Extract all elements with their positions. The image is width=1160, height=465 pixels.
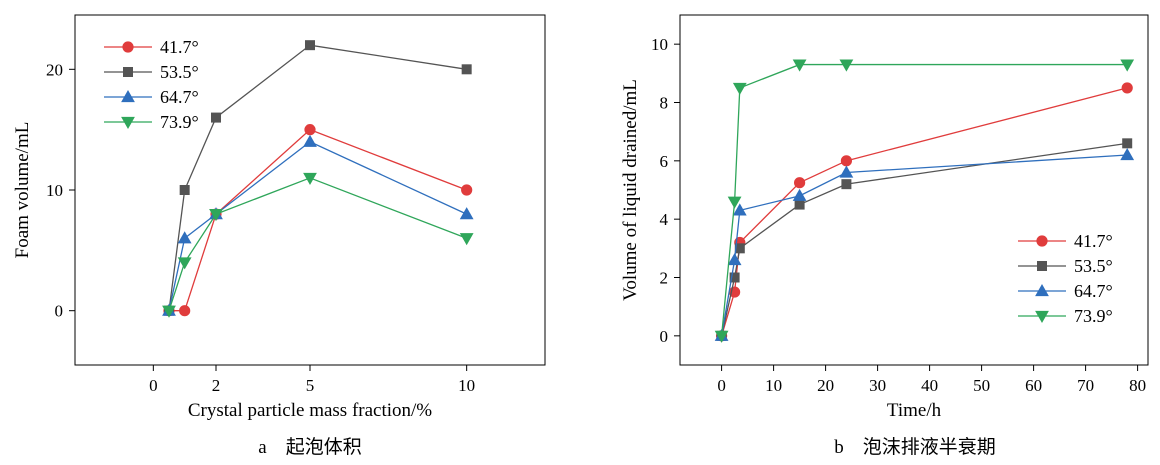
chart-b-series-line xyxy=(720,154,1128,336)
chart-a-y-tick-label: 0 xyxy=(55,302,64,321)
chart-a-series-line xyxy=(168,44,467,311)
chart-a-y-tick-label: 20 xyxy=(46,60,63,79)
chart-a-legend-label: 41.7° xyxy=(160,37,199,57)
chart-b-data-point xyxy=(714,330,729,343)
chart-b-x-tick-label: 70 xyxy=(1077,376,1094,395)
chart-b-y-tick-label: 6 xyxy=(660,152,669,171)
chart-a-legend: 41.7° 53.5° 64.7° 73.9° xyxy=(104,37,199,132)
chart-a-x-tick-label: 0 xyxy=(149,376,158,395)
chart-a-y-tick-label: 10 xyxy=(46,181,63,200)
chart-b-legend-marker xyxy=(1035,283,1049,297)
chart-a-y-axis-title: Foam volume/mL xyxy=(12,122,33,259)
chart-b-x-tick-label: 80 xyxy=(1129,376,1146,395)
chart-a-series-1 xyxy=(163,40,472,316)
chart-a-x-tick-label: 5 xyxy=(306,376,315,395)
chart-b-data-point xyxy=(1120,59,1135,72)
chart-b-x-axis-title: Time/h xyxy=(887,400,942,421)
chart-a-data-point xyxy=(162,305,176,318)
chart-b-data-point xyxy=(841,179,852,190)
chart-b-data-point xyxy=(1122,138,1133,149)
chart-b-caption: b 泡沫排液半衰期 xyxy=(834,436,996,458)
chart-a-x-tick-label: 10 xyxy=(458,376,475,395)
chart-a-data-point xyxy=(177,257,192,270)
chart-b-legend-label: 41.7° xyxy=(1074,231,1113,251)
chart-a-data-point xyxy=(303,134,317,147)
chart-a-data-point xyxy=(304,124,316,136)
chart-a-data-point xyxy=(459,207,474,220)
chart-a-caption: a 起泡体积 xyxy=(258,436,361,458)
chart-b-legend-marker xyxy=(1037,260,1048,271)
chart-b-series-0 xyxy=(715,82,1133,342)
chart-b-legend-label: 73.9° xyxy=(1074,306,1113,326)
chart-a-data-point xyxy=(304,40,315,51)
chart-a-legend-marker xyxy=(122,41,134,53)
chart-a-legend-marker xyxy=(123,67,134,78)
chart-b-data-point xyxy=(727,196,742,209)
chart-b-x-tick-label: 30 xyxy=(869,376,886,395)
chart-b-data-point xyxy=(793,177,806,189)
chart-b-data-point xyxy=(840,155,853,167)
chart-a-data-point xyxy=(179,184,190,195)
chart-a-data-point xyxy=(179,305,191,317)
chart-a-legend-label: 53.5° xyxy=(160,62,199,82)
chart-b-x-tick-label: 20 xyxy=(817,376,834,395)
chart-b-data-point xyxy=(792,188,807,201)
chart-b-x-tick-label: 0 xyxy=(717,376,726,395)
chart-b-legend: 41.7° 53.5° 64.7° 73.9° xyxy=(1018,231,1113,326)
chart-a-series-line xyxy=(168,140,467,311)
chart-a-legend-marker xyxy=(121,116,135,130)
chart-b-series-line xyxy=(720,142,1128,336)
chart-b-data-point xyxy=(729,272,740,283)
chart-a-x-axis-title: Crystal particle mass fraction/% xyxy=(188,400,432,421)
chart-b-data-point xyxy=(792,59,807,72)
chart-b-legend-label: 64.7° xyxy=(1074,281,1113,301)
chart-a-legend-marker xyxy=(121,89,135,103)
chart-b: 0 10 20 30 40 50 60 70 80 0 2 4 6 8 10 Time/h Volume of … xyxy=(620,14,1149,458)
chart-a-frame xyxy=(74,14,546,366)
chart-a-series-line xyxy=(168,177,467,311)
chart-b-y-tick-label: 2 xyxy=(660,269,669,288)
chart-b-data-point xyxy=(839,59,854,72)
chart-a-data-point xyxy=(177,231,192,244)
chart-b-data-point xyxy=(727,252,742,266)
chart-b-x-tick-label: 40 xyxy=(921,376,938,395)
chart-b-y-tick-label: 8 xyxy=(660,94,669,113)
chart-a: 0 2 5 10 0 10 20 Crystal particle mass fraction… xyxy=(12,14,546,458)
chart-a-data-point xyxy=(461,184,473,196)
chart-b-series-1 xyxy=(716,138,1133,341)
chart-b-x-tick-label: 60 xyxy=(1025,376,1042,395)
chart-b-data-point xyxy=(732,203,747,216)
chart-b-series-3 xyxy=(714,59,1135,343)
chart-b-y-tick-label: 10 xyxy=(651,35,668,54)
chart-a-data-point xyxy=(209,209,223,222)
chart-b-series-line xyxy=(720,63,1128,336)
chart-b-y-tick-label: 0 xyxy=(660,327,669,346)
chart-a-data-point xyxy=(210,112,221,123)
chart-b-data-point xyxy=(1120,147,1135,161)
chart-a-data-point xyxy=(303,172,317,185)
chart-a-data-point xyxy=(461,64,472,75)
chart-b-legend-label: 53.5° xyxy=(1074,256,1113,276)
chart-b-legend-marker xyxy=(1036,235,1048,247)
chart-a-data-point xyxy=(459,233,474,246)
chart-b-data-point xyxy=(732,82,747,95)
chart-a-legend-label: 73.9° xyxy=(160,112,199,132)
chart-a-legend-label: 64.7° xyxy=(160,87,199,107)
chart-b-series-2 xyxy=(714,147,1135,341)
chart-b-frame xyxy=(679,14,1149,366)
chart-a-x-tick-label: 2 xyxy=(212,376,221,395)
chart-b-data-point xyxy=(839,165,854,178)
chart-a-series-3 xyxy=(162,172,474,318)
chart-b-data-point xyxy=(794,199,805,210)
chart-b-series-line xyxy=(720,87,1128,337)
chart-b-x-tick-label: 50 xyxy=(973,376,990,395)
chart-b-data-point xyxy=(1121,82,1133,94)
chart-a-series-0 xyxy=(163,124,473,317)
chart-b-y-axis-title: Volume of liquid drained/mL xyxy=(620,79,641,301)
chart-b-x-tick-label: 10 xyxy=(765,376,782,395)
chart-b-y-tick-label: 4 xyxy=(660,210,669,229)
chart-a-series-line xyxy=(169,128,467,312)
chart-b-legend-marker xyxy=(1035,310,1049,324)
